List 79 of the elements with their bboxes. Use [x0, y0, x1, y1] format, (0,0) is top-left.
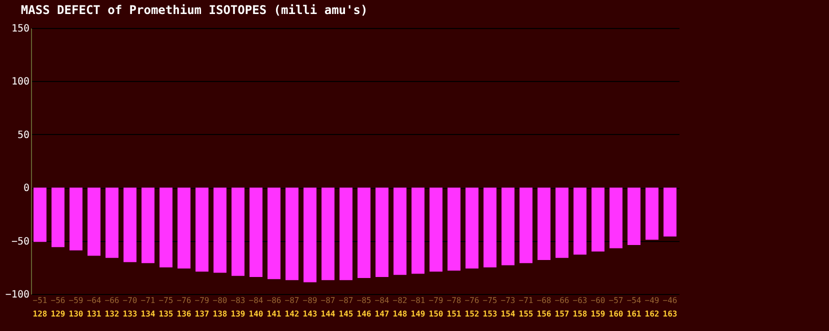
- x-tick-label: 151: [446, 310, 462, 318]
- y-tick-label: 50: [17, 130, 30, 141]
- x-tick-label: 146: [356, 310, 372, 318]
- x-tick-label: 141: [266, 310, 282, 318]
- x-tick-label: 134: [140, 310, 156, 318]
- data-label: −70: [122, 296, 138, 305]
- x-tick-label: 149: [410, 310, 426, 318]
- data-label: −71: [518, 296, 534, 305]
- data-label: −87: [320, 296, 336, 305]
- data-label: −79: [194, 296, 210, 305]
- data-label: −82: [392, 296, 408, 305]
- data-label: −78: [446, 296, 462, 305]
- x-tick-label: 140: [248, 310, 264, 318]
- x-tick-label: 153: [482, 310, 498, 318]
- data-label: −75: [158, 296, 174, 305]
- x-tick-label: 147: [374, 310, 390, 318]
- data-label: −63: [572, 296, 588, 305]
- data-label: −83: [230, 296, 246, 305]
- x-tick-label: 156: [536, 310, 552, 318]
- x-tick-label: 136: [176, 310, 192, 318]
- data-label: −84: [248, 296, 264, 305]
- x-tick-label: 154: [500, 310, 516, 318]
- x-tick-label: 152: [464, 310, 480, 318]
- data-label: −85: [356, 296, 372, 305]
- data-label: −57: [608, 296, 624, 305]
- x-tick-label: 143: [302, 310, 318, 318]
- y-tick-label: −100: [5, 290, 30, 300]
- x-tick-label: 161: [626, 310, 642, 318]
- data-label: −73: [500, 296, 516, 305]
- data-label: −51: [32, 296, 48, 305]
- x-tick-label: 135: [158, 310, 174, 318]
- data-label: −60: [590, 296, 606, 305]
- x-tick-label: 128: [32, 310, 48, 318]
- data-label: −54: [626, 296, 642, 305]
- data-label: −87: [284, 296, 300, 305]
- x-tick-label: 150: [428, 310, 444, 318]
- data-label: −66: [554, 296, 570, 305]
- data-label: −86: [266, 296, 282, 305]
- data-label: −87: [338, 296, 354, 305]
- x-tick-label: 162: [644, 310, 660, 318]
- data-label: −79: [428, 296, 444, 305]
- data-label: −80: [212, 296, 228, 305]
- data-label: −76: [464, 296, 480, 305]
- x-tick-label: 138: [212, 310, 228, 318]
- data-label: −46: [662, 296, 678, 305]
- y-tick-label: 0: [23, 183, 30, 194]
- x-tick-label: 144: [320, 310, 336, 318]
- x-tick-label: 131: [86, 310, 102, 318]
- data-label: −68: [536, 296, 552, 305]
- x-tick-label: 155: [518, 310, 534, 318]
- x-tick-label: 133: [122, 310, 138, 318]
- x-tick-label: 132: [104, 310, 120, 318]
- data-label: −89: [302, 296, 318, 305]
- data-label: −59: [68, 296, 84, 305]
- x-tick-label: 163: [662, 310, 678, 318]
- x-tick-label: 130: [68, 310, 84, 318]
- data-label: −56: [50, 296, 66, 305]
- data-label: −66: [104, 296, 120, 305]
- x-tick-label: 159: [590, 310, 606, 318]
- data-label: −71: [140, 296, 156, 305]
- x-tick-label: 129: [50, 310, 66, 318]
- data-label: −75: [482, 296, 498, 305]
- x-tick-label: 148: [392, 310, 408, 318]
- y-tick-label: 150: [11, 24, 30, 34]
- x-tick-label: 142: [284, 310, 300, 318]
- x-tick-label: 158: [572, 310, 588, 318]
- data-label: −49: [644, 296, 660, 305]
- chart-title: MASS DEFECT of Promethium ISOTOPES (milli amu's): [20, 3, 368, 17]
- x-tick-label: 160: [608, 310, 624, 318]
- y-tick-label: −50: [11, 236, 30, 248]
- x-tick-label: 137: [194, 310, 210, 318]
- y-tick-label: 100: [11, 76, 30, 88]
- x-tick-label: 145: [338, 310, 354, 318]
- data-label: −81: [410, 296, 426, 305]
- x-tick-label: 139: [230, 310, 246, 318]
- x-tick-label: 157: [554, 310, 570, 318]
- data-label: −84: [374, 296, 390, 305]
- data-label: −64: [86, 296, 102, 305]
- data-label: −76: [176, 296, 192, 305]
